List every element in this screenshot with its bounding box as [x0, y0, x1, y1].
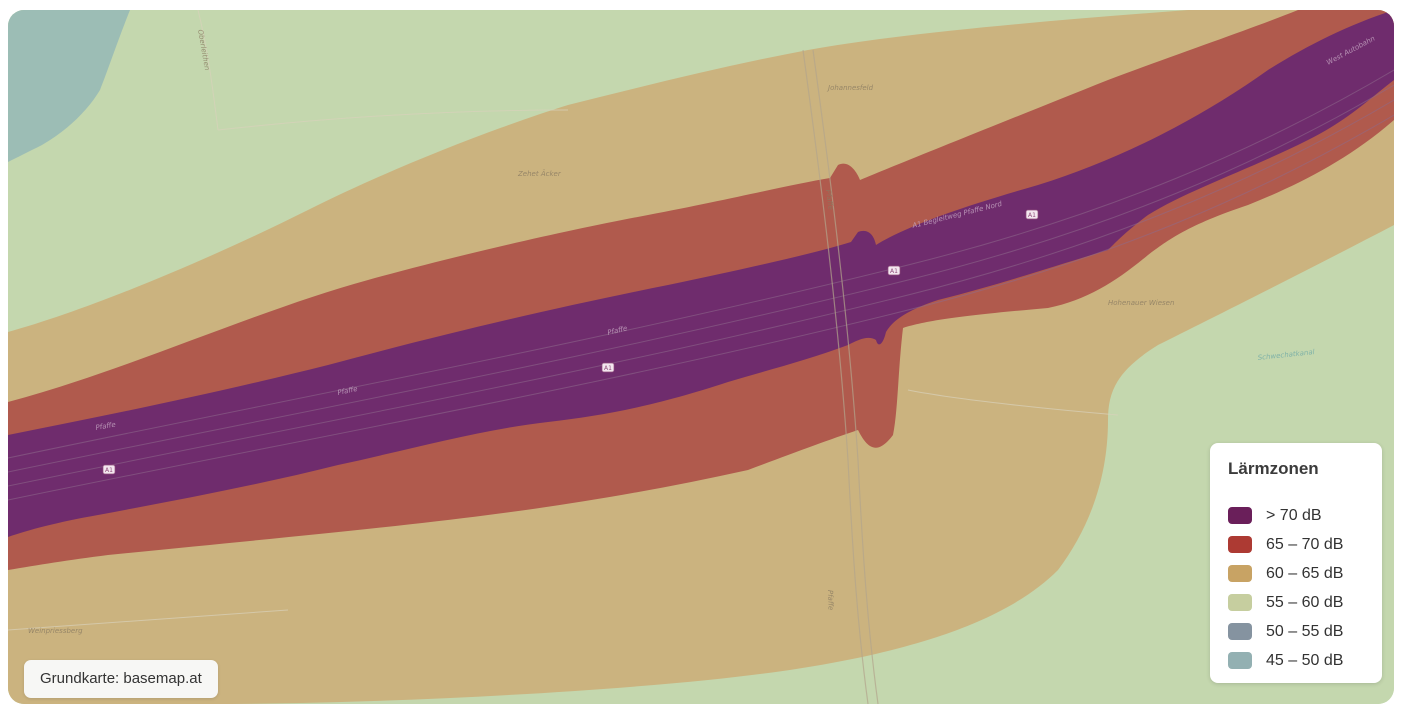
legend-label: 45 – 50 dB: [1266, 651, 1344, 669]
road-shield-icon: A1: [887, 265, 901, 276]
legend-label: 55 – 60 dB: [1266, 593, 1344, 611]
legend-label: 60 – 65 dB: [1266, 564, 1344, 582]
map-label: Hohenauer Wiesen: [1108, 299, 1174, 307]
legend-item: 50 – 55 dB: [1228, 617, 1364, 646]
legend-swatch: [1228, 565, 1252, 582]
legend-item: 45 – 50 dB: [1228, 646, 1364, 675]
map-label: Weinpriessberg: [28, 627, 83, 635]
road-shield-icon: A1: [102, 464, 116, 475]
water-body: [8, 10, 130, 162]
legend-swatch: [1228, 652, 1252, 669]
legend-label: > 70 dB: [1266, 506, 1322, 524]
noise-map[interactable]: Oberleithen Johannesfeld Zehet Äcker A1 …: [8, 10, 1394, 704]
legend-swatch: [1228, 507, 1252, 524]
legend-item: > 70 dB: [1228, 501, 1364, 530]
legend-swatch: [1228, 536, 1252, 553]
map-label: Zehet Äcker: [517, 169, 562, 178]
legend-item: 65 – 70 dB: [1228, 530, 1364, 559]
map-attribution: Grundkarte: basemap.at: [24, 660, 218, 698]
zone-gt70: [8, 10, 1394, 537]
road-shield-icon: A1: [1025, 209, 1039, 220]
road-shield-label: A1: [1028, 212, 1036, 219]
road-shield-icon: A1: [601, 362, 615, 373]
road-shield-label: A1: [604, 365, 612, 372]
legend-swatch: [1228, 594, 1252, 611]
highway-lanes: [8, 69, 1394, 501]
map-label: Pfaffe: [95, 421, 116, 432]
legend-label: 65 – 70 dB: [1266, 535, 1344, 553]
noise-legend: Lärmzonen > 70 dB 65 – 70 dB 60 – 65 dB …: [1210, 443, 1382, 683]
legend-swatch: [1228, 623, 1252, 640]
cross-road: [802, 49, 879, 704]
map-canvas[interactable]: Oberleithen Johannesfeld Zehet Äcker A1 …: [8, 10, 1394, 704]
map-label: Pfaffe: [826, 590, 835, 611]
legend-item: 55 – 60 dB: [1228, 588, 1364, 617]
map-label: Johannesfeld: [826, 84, 874, 92]
legend-item: 60 – 65 dB: [1228, 559, 1364, 588]
legend-title: Lärmzonen: [1228, 459, 1319, 478]
legend-label: 50 – 55 dB: [1266, 622, 1344, 640]
map-label: Pfaffe: [824, 189, 835, 210]
road-shield-label: A1: [890, 268, 898, 275]
road-shield-label: A1: [105, 467, 113, 474]
